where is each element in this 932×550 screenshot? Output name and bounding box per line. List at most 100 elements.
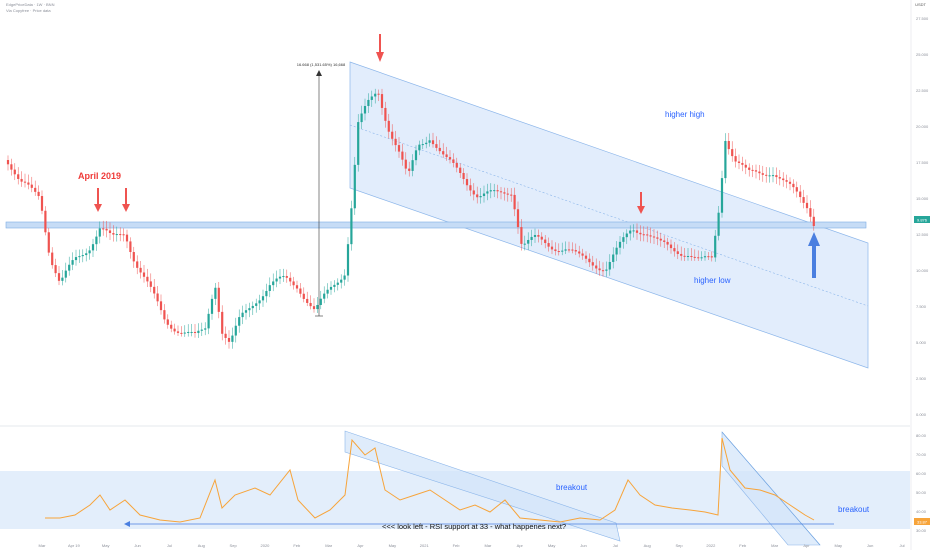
candle-body bbox=[703, 256, 707, 258]
candle-body bbox=[734, 156, 737, 162]
candle-body bbox=[258, 300, 261, 304]
candle-body bbox=[272, 281, 275, 286]
candle-body bbox=[142, 272, 146, 277]
candle-body bbox=[197, 330, 200, 334]
candle-body bbox=[285, 276, 288, 278]
time-tick-label: Aug bbox=[644, 543, 651, 548]
candle-body bbox=[442, 151, 445, 155]
candle-body bbox=[261, 296, 265, 301]
current-price-value: 9.876 bbox=[917, 218, 928, 223]
blue-up-arrow bbox=[808, 232, 820, 278]
current-rsi-tag bbox=[914, 518, 930, 525]
candle-body bbox=[680, 253, 683, 256]
currency-label: USDT bbox=[915, 2, 926, 7]
candle-body bbox=[336, 282, 339, 285]
time-tick-label: Apr bbox=[517, 543, 524, 548]
candle-body bbox=[782, 178, 785, 181]
time-tick-label: May bbox=[548, 543, 556, 548]
rsi-tick-label: 30.00 bbox=[916, 528, 927, 533]
rsi-axis: 80.00 70.00 60.00 50.00 40.00 30.00 bbox=[916, 433, 927, 533]
time-axis: Mar Apr 19 May Jun Jul Aug Sep 2020 Feb Mar Apr May… bbox=[39, 543, 905, 548]
candle-body bbox=[268, 285, 271, 291]
candle-body bbox=[91, 244, 95, 251]
price-tick-label: 10.000 bbox=[916, 268, 929, 273]
candle-body bbox=[700, 257, 703, 259]
candle-body bbox=[792, 183, 795, 188]
time-tick-label: Mar bbox=[771, 543, 779, 548]
candle-body bbox=[659, 238, 662, 241]
candle-body bbox=[98, 228, 101, 237]
rsi-tick-label: 40.00 bbox=[916, 509, 927, 514]
candle-body bbox=[408, 168, 411, 171]
candle-body bbox=[333, 284, 336, 287]
candle-body bbox=[530, 236, 533, 240]
red-arrow-1 bbox=[94, 188, 102, 212]
time-tick-label: 2020 bbox=[261, 543, 271, 548]
breakout-label-2: breakout bbox=[838, 505, 870, 514]
candle-body bbox=[282, 276, 285, 278]
candle-body bbox=[578, 251, 581, 254]
candle-body bbox=[510, 194, 513, 196]
candle-body bbox=[496, 190, 499, 192]
time-tick-label: May bbox=[389, 543, 397, 548]
channel-midline bbox=[349, 124, 869, 307]
candle-body bbox=[190, 331, 193, 333]
candle-body bbox=[13, 169, 16, 175]
price-tick-label: 7.500 bbox=[916, 304, 927, 309]
candle-body bbox=[452, 159, 455, 163]
candle-body bbox=[476, 194, 479, 198]
candle-body bbox=[748, 167, 751, 170]
candle-body bbox=[615, 247, 618, 255]
candle-body bbox=[146, 276, 149, 282]
candle-body bbox=[697, 257, 700, 259]
candle-body bbox=[673, 248, 676, 252]
candle-body bbox=[61, 277, 64, 281]
candle-body bbox=[95, 236, 98, 245]
candle-body bbox=[30, 184, 33, 188]
candle-body bbox=[340, 279, 343, 283]
price-tick-label: 15.000 bbox=[916, 196, 929, 201]
candle-body bbox=[778, 177, 781, 179]
time-tick-label: Aug bbox=[198, 543, 205, 548]
candle-body bbox=[499, 191, 503, 193]
candle-body bbox=[428, 140, 431, 143]
candle-body bbox=[632, 230, 635, 232]
rsi-tick-label: 60.00 bbox=[916, 471, 927, 476]
candle-body bbox=[731, 149, 734, 157]
candle-body bbox=[618, 241, 622, 248]
candle-body bbox=[744, 164, 747, 168]
candle-body bbox=[6, 160, 10, 165]
candle-body bbox=[302, 293, 305, 299]
candle-body bbox=[642, 234, 645, 236]
candle-body bbox=[465, 179, 469, 186]
candle-body bbox=[231, 335, 234, 342]
candle-body bbox=[200, 329, 203, 331]
candle-body bbox=[438, 147, 441, 152]
time-tick-label: Sep bbox=[675, 543, 683, 548]
candle-body bbox=[795, 187, 798, 192]
candle-body bbox=[326, 289, 329, 294]
candle-body bbox=[775, 175, 778, 178]
time-tick-label: May bbox=[102, 543, 110, 548]
candle-body bbox=[119, 234, 122, 236]
candle-body bbox=[690, 256, 693, 258]
candle-body bbox=[710, 256, 713, 258]
candle-body bbox=[533, 235, 537, 237]
candle-body bbox=[414, 150, 418, 161]
candle-body bbox=[306, 298, 309, 303]
candle-body bbox=[394, 138, 397, 146]
candle-body bbox=[646, 234, 649, 236]
candle-body bbox=[799, 191, 802, 198]
candle-body bbox=[523, 243, 526, 245]
candle-body bbox=[676, 251, 679, 254]
price-axis: 27.500 25.000 22.500 20.000 17.500 15.000 12.5… bbox=[916, 16, 929, 417]
candle-body bbox=[78, 256, 81, 258]
candle-body bbox=[346, 244, 350, 276]
rsi-tick-label: 80.00 bbox=[916, 433, 927, 438]
candle-body bbox=[173, 328, 176, 332]
candle-body bbox=[503, 192, 506, 194]
candle-body bbox=[506, 193, 509, 195]
candle-body bbox=[629, 230, 632, 234]
candle-body bbox=[737, 161, 741, 163]
time-tick-label: Jul bbox=[613, 543, 618, 548]
